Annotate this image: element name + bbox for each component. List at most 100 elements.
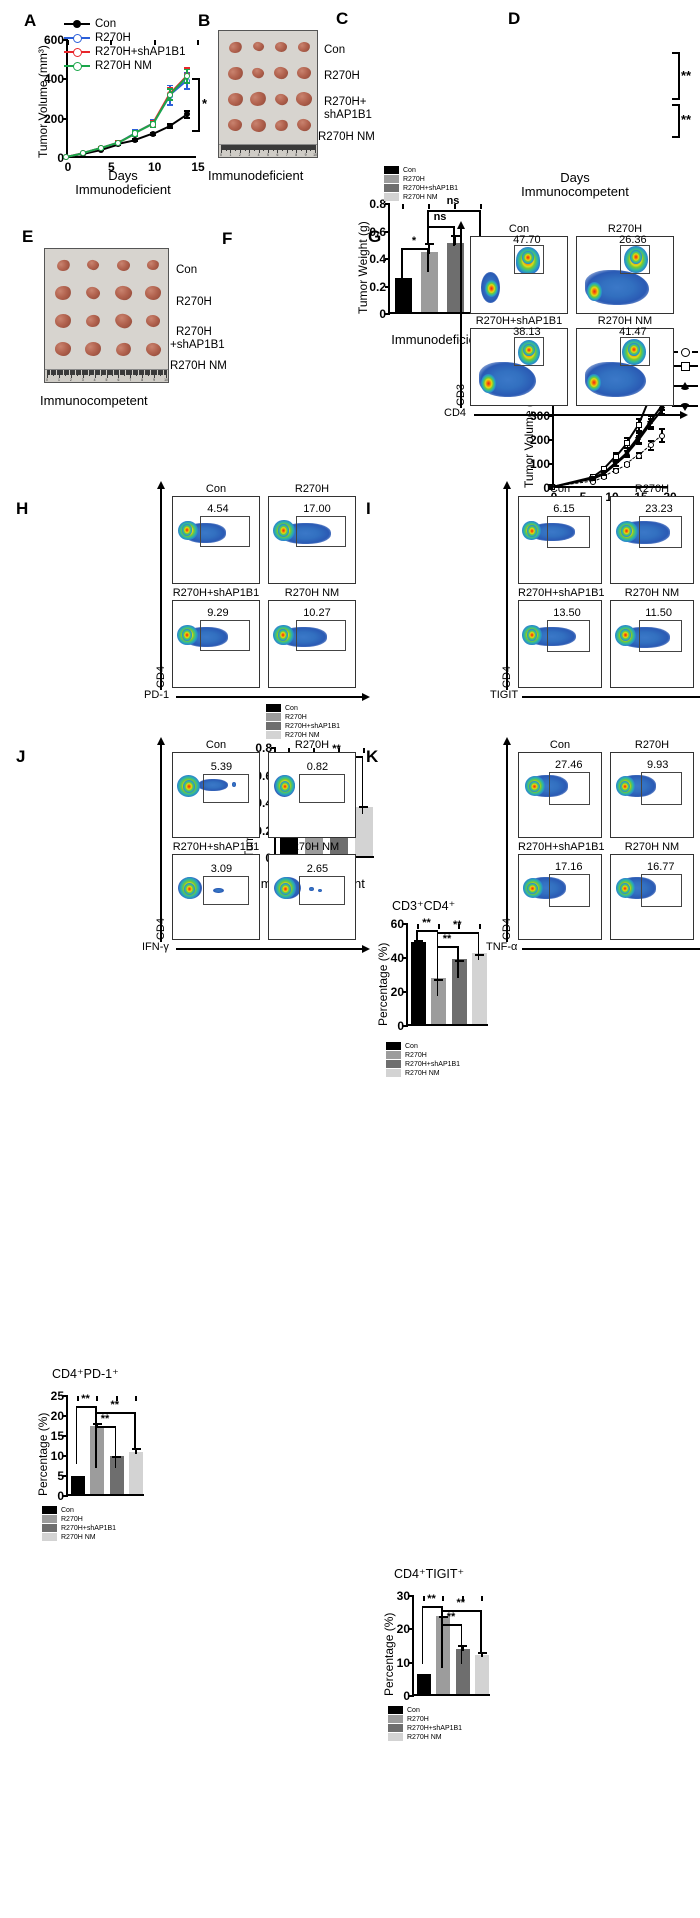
legend-marker-1 [680,361,690,371]
density-blob [627,343,640,357]
plate-caption-B: Immunodeficient [208,168,304,183]
series-D-3 [548,368,668,491]
plate-row-label: R270H [176,296,212,308]
flow-y-axis-label-J: CD4 [155,917,167,940]
legend-label-0: Con [403,166,416,174]
panel-letter-B: B [198,11,211,30]
legend-swatch-3 [266,731,281,739]
bar-I-2 [455,1648,470,1694]
data-point [612,453,619,460]
flow-y-axis-label-H: CD4 [155,665,167,688]
legend-swatch-0 [42,1506,57,1514]
legend-swatch-0 [266,704,281,712]
bar-I-1 [436,1615,451,1694]
sig-label-I-1: ** [446,1611,456,1623]
gate-value-I-3: 11.50 [645,607,672,620]
sig-label-F-2: ** [332,743,341,755]
density-blob [620,882,631,894]
tumor-specimen [54,342,72,356]
panel-letter-E: E [22,227,34,246]
plate-caption-E: Immunocompetent [40,393,148,408]
flow-group-G: Con 47.70 R270H 26.36 R270H+shAP1B1 38.13 R270… [444,221,700,422]
gate-I-3 [638,620,683,653]
data-point [80,150,87,157]
legend-swatch-2 [388,1724,403,1732]
sig-label-H-0: ** [81,1393,90,1405]
data-point [623,450,630,457]
flow-plot-G-0 [470,236,568,314]
panel-letter-D: D [508,9,521,28]
gate-I-2 [546,620,591,653]
flow-plot-J-1 [268,752,356,838]
data-point [97,145,104,152]
flow-plot-H-1 [268,496,356,584]
data-point [658,406,665,413]
y-tick-label-A-3: 600 [43,33,64,47]
flow-title-I-1: R270H [634,483,670,495]
x-axis-arrowhead-H [362,692,370,701]
plate-row-label: +shAP1B1 [170,339,225,351]
tumor-photo-B: 0 1 2 3 4 5 6 7 8 9 10 [218,30,318,158]
tumor-specimen [226,65,244,81]
flow-title-G-2: R270H+shAP1B1 [475,315,563,327]
sig-label-C-2: ns [446,195,460,207]
x-axis-label-C: Immunodeficient [391,332,487,347]
x-axis-arrow-G [474,414,682,416]
legend-label-1: R270H [61,1515,83,1523]
gate-value-G-1: 26.36 [619,234,647,247]
bar-I-3 [475,1655,490,1694]
gate-H-2 [200,620,250,652]
data-point [114,139,122,146]
sig-label-G-2: ** [452,919,462,931]
legend-label-1: R270H [403,175,425,183]
tumor-specimen [251,41,265,53]
x-axis-arrowhead-G [680,410,688,419]
flow-plot-I-3 [610,600,694,688]
flow-x-axis-label-H: PD-1 [144,689,170,701]
y-axis-arrow-G [460,228,462,408]
data-point [589,475,595,482]
y-tick-label-A-0: 0 [57,151,64,165]
sig-label-H-2: ** [110,1399,120,1411]
legend-marker-2 [680,382,690,391]
density-blob [318,888,322,892]
legend-label-0: Con [405,1042,418,1050]
tumor-specimen [145,286,161,300]
legend-label-2: R270H+shAP1B1 [407,1724,463,1732]
gate-value-J-2: 3.09 [210,862,233,875]
gate-value-H-0: 4.54 [207,503,229,516]
data-point [624,439,631,446]
legend-label-3: R270H NM [403,193,438,201]
legend-label-2: R270H+shAP1B1 [403,184,459,192]
density-blob [183,882,195,895]
flow-title-G-1: R270H [607,223,643,235]
x-tick-label-A-0: 0 [64,160,72,174]
flow-plot-J-0 [172,752,260,838]
tumor-specimen [54,313,72,329]
flow-y-axis-label-I: CD4 [501,665,513,688]
flow-y-axis-label-K: CD4 [501,917,513,940]
y-tick-label-C-1: 0.2 [369,279,386,294]
gate-value-I-2: 13.50 [553,607,581,620]
legend-A: Con R270H R270H+shAP1B1 R270H NM [64,18,185,74]
sig-label-I-0: ** [427,1593,436,1605]
y-tick-label-C-0: 0 [379,307,386,321]
panel-letter-H: H [16,499,29,518]
flow-plot-I-1 [610,496,694,584]
legend-swatch-1 [388,1715,403,1723]
gate-value-I-1: 23.23 [645,503,673,516]
legend-label-3: R270H NM [407,1733,442,1741]
chart-H: 0 5 10 15 20 25 Percentage (%) ** ** ** CD4⁺PD-1⁺ C… [16,1354,166,1554]
plate-row-label: R270H NM [318,131,375,143]
density-blob [480,374,497,393]
plate-row-label: R270H+ [324,96,367,108]
chart-title-G: CD3⁺CD4⁺ [392,899,456,913]
flow-y-axis-label-G: CD3 [455,383,467,406]
legend-label-0: Con [407,1706,420,1714]
legend-label-3: R270H NM [405,1069,440,1077]
flow-title-I-0: Con [549,483,571,495]
flow-title-K-0: Con [549,739,571,751]
data-point [635,422,643,429]
y-axis-label-I: Percentage (%) [382,1612,396,1696]
